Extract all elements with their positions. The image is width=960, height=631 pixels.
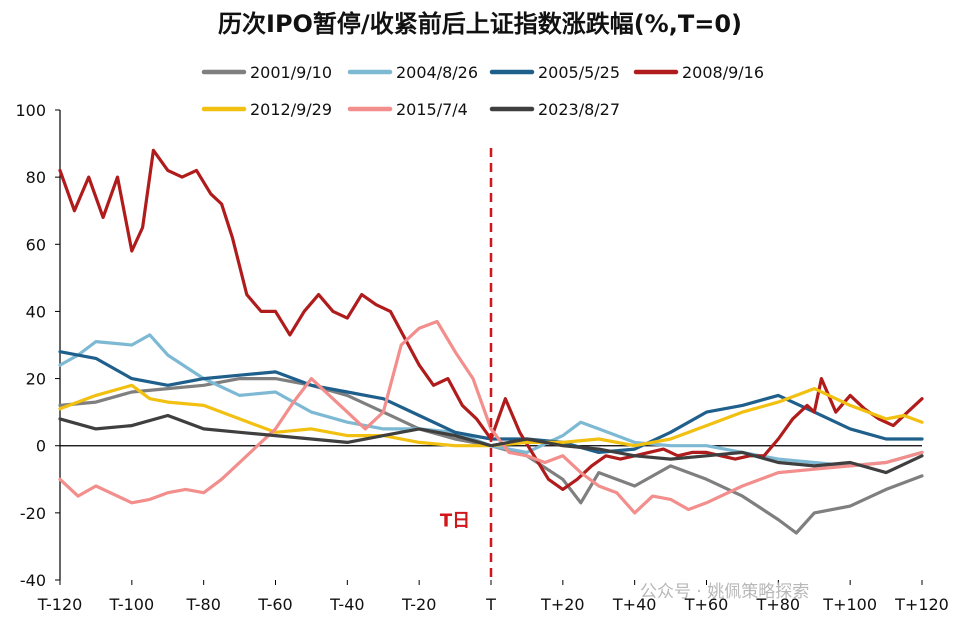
- x-tick-label: T+40: [612, 595, 657, 614]
- legend-label-2023/8/27: 2023/8/27: [538, 100, 620, 119]
- y-tick-label: 40: [26, 302, 46, 321]
- x-tick-label: T-80: [185, 595, 220, 614]
- y-tick-label: -20: [20, 504, 46, 523]
- x-tick-label: T+120: [894, 595, 949, 614]
- x-tick-label: T-100: [109, 595, 155, 614]
- series-line-2023/8/27: [58, 413, 924, 475]
- y-tick-label: -40: [20, 571, 46, 590]
- series-layer: [58, 148, 924, 535]
- x-tick-label: T: [485, 595, 496, 614]
- legend-label-2001/9/10: 2001/9/10: [250, 63, 332, 82]
- x-tick-label: T+60: [684, 595, 729, 614]
- chart-title: 历次IPO暂停/收紧前后上证指数涨跌幅(%,T=0): [218, 10, 742, 38]
- t-day-label: T日: [440, 510, 470, 531]
- y-tick-label: 100: [15, 101, 46, 120]
- watermark: 公众号 · 姚佩策略探索: [640, 582, 809, 602]
- x-tick-label: T+80: [756, 595, 801, 614]
- legend-label-2015/7/4: 2015/7/4: [396, 100, 468, 119]
- x-tick-label: T+20: [540, 595, 585, 614]
- y-tick-label: 20: [26, 370, 46, 389]
- axes: -40 -20 0 20 40 60 80 100 T-120 T-100 T-80 T-60 T-40…: [15, 101, 948, 614]
- x-tick-label: T-40: [329, 595, 364, 614]
- x-tick-label: T-20: [401, 595, 436, 614]
- legend: 2001/9/10 2004/8/26 2005/5/25 2008/9/16 2012…: [201, 63, 764, 119]
- series-line-2015/7/4: [58, 319, 924, 515]
- x-tick-label: T-120: [37, 595, 83, 614]
- legend-label-2008/9/16: 2008/9/16: [682, 63, 764, 82]
- x-tick-label: T-60: [257, 595, 292, 614]
- y-tick-label: 80: [26, 168, 46, 187]
- y-tick-label: 0: [36, 437, 46, 456]
- legend-label-2012/9/29: 2012/9/29: [250, 100, 332, 119]
- legend-label-2005/5/25: 2005/5/25: [538, 63, 620, 82]
- x-tick-label: T+100: [822, 595, 877, 614]
- y-tick-label: 60: [26, 235, 46, 254]
- legend-label-2004/8/26: 2004/8/26: [396, 63, 478, 82]
